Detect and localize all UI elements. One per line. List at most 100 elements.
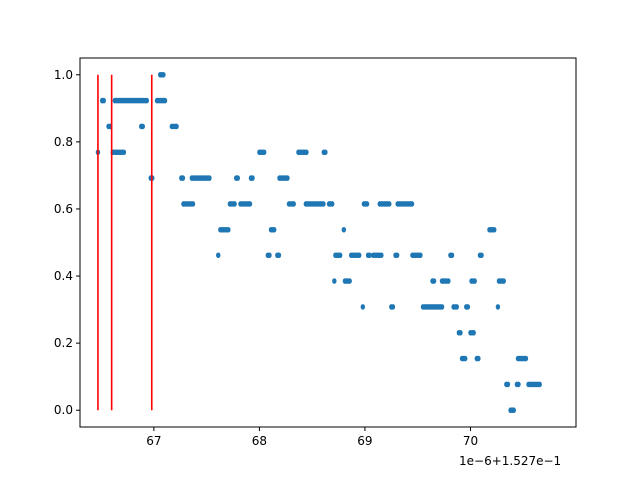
points-layer [95,71,542,414]
data-point [511,407,516,414]
point-run [257,149,267,156]
data-point [505,381,511,388]
data-point [439,304,445,310]
point-run [361,201,370,207]
point-run [326,201,335,207]
point-run [477,252,484,259]
data-point [449,252,455,259]
y-axis: 0.0 0.2 0.4 0.6 0.8 1.0 [54,68,80,417]
point-run [169,123,179,130]
vlines-layer [97,74,153,411]
y-tick-label: 0.8 [54,135,73,149]
data-point [285,175,290,181]
point-run [508,407,516,414]
point-run [393,252,400,259]
data-point [321,201,326,207]
point-run [181,201,196,207]
data-point [458,329,463,336]
point-run [459,355,468,362]
point-run [218,226,231,233]
data-point [180,175,186,181]
data-point [431,278,437,284]
point-run [248,175,255,181]
data-point [174,123,179,130]
point-run [410,252,423,259]
point-run [268,226,277,233]
point-run [395,201,415,207]
point-run [189,175,212,181]
data-point [409,201,415,207]
point-run [233,175,240,181]
point-run [514,381,521,388]
data-point [364,201,370,207]
x-tick-label: 69 [357,434,372,448]
point-run [286,201,296,207]
data-point [272,226,277,233]
point-run [377,201,392,207]
data-point [262,149,267,156]
x-axis-offset-label: 1e−6+1.527e−1 [459,454,562,468]
data-point [360,304,366,310]
point-run [296,149,309,156]
data-point [495,304,501,310]
point-run [99,97,106,104]
point-run [515,355,529,362]
point-run [238,201,253,207]
point-run [321,149,328,156]
point-run [468,329,476,336]
point-run [332,278,337,284]
data-point [465,304,471,310]
x-tick-label: 68 [252,434,267,448]
data-point [250,175,255,181]
data-point [471,329,476,336]
point-run [349,252,362,259]
data-point [267,252,272,259]
data-point [216,252,221,259]
data-point [337,252,343,259]
data-point [332,278,337,284]
point-run [495,304,501,310]
point-run [430,278,437,284]
data-point [463,355,468,362]
point-run [464,304,471,310]
point-run [360,304,366,310]
point-run [275,252,282,259]
data-point [347,278,352,284]
data-point [446,278,451,284]
data-point [501,278,506,284]
data-point [101,97,106,104]
point-run [456,329,463,336]
point-run [474,355,481,362]
point-run [158,71,166,78]
point-run [179,175,186,181]
data-point [323,149,328,156]
data-point [390,304,396,310]
data-point [247,201,253,207]
data-point [387,201,392,207]
point-run [227,201,237,207]
y-tick-label: 1.0 [54,68,73,82]
point-run [451,304,459,310]
point-run [277,175,290,181]
data-point [304,149,309,156]
point-run [504,381,511,388]
data-point [492,226,497,233]
y-tick-label: 0.4 [54,269,73,283]
data-point [144,97,150,104]
data-point [226,226,231,233]
point-run [154,97,168,104]
point-run [526,381,542,388]
point-run [110,149,127,156]
data-point [476,355,481,362]
data-point [379,252,384,259]
data-point [190,201,196,207]
y-tick-label: 0.2 [54,336,73,350]
data-point [479,252,484,259]
data-point [537,381,542,388]
data-point [161,71,166,78]
point-run [365,252,372,259]
point-run [496,278,506,284]
point-run [389,304,396,310]
data-point [276,252,282,259]
